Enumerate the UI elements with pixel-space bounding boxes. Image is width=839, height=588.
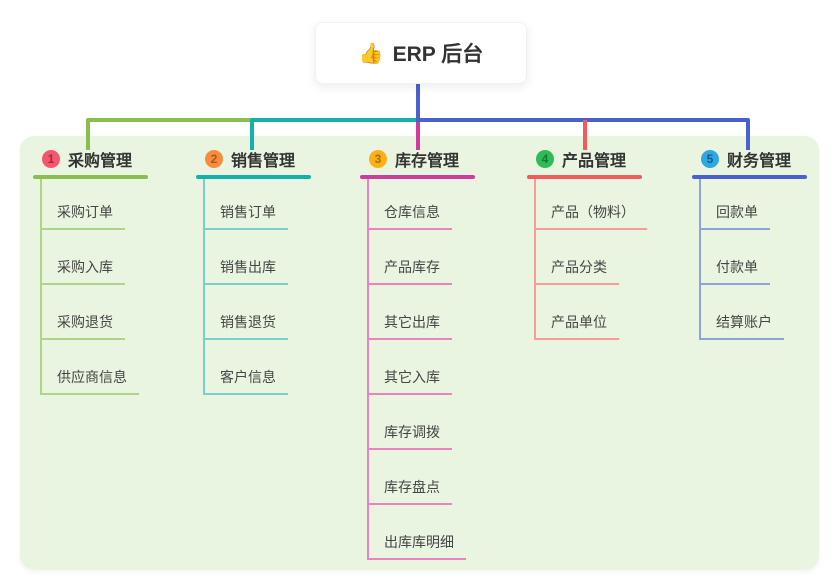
child-node[interactable]: 产品（物料） <box>534 202 647 230</box>
child-node[interactable]: 销售订单 <box>203 202 288 230</box>
branch-title: 财务管理 <box>727 153 792 170</box>
root-title: ERP 后台 <box>392 43 484 66</box>
branch-title: 产品管理 <box>562 153 627 170</box>
number-badge-icon: 4 <box>536 150 554 168</box>
child-node[interactable]: 库存调拨 <box>367 422 452 450</box>
branch-title: 销售管理 <box>231 153 296 170</box>
thumbs-up-icon: 👍 <box>358 42 384 65</box>
branch-underline <box>692 175 807 179</box>
branch-title: 采购管理 <box>68 153 133 170</box>
child-node[interactable]: 采购入库 <box>40 257 125 285</box>
branch-underline <box>527 175 642 179</box>
branch-node-3[interactable]: 3 库存管理 <box>369 148 459 170</box>
child-node[interactable]: 出库库明细 <box>367 532 466 560</box>
branch-node-1[interactable]: 1 采购管理 <box>42 148 132 170</box>
child-node[interactable]: 其它出库 <box>367 312 452 340</box>
branch-node-4[interactable]: 4 产品管理 <box>536 148 626 170</box>
number-badge-icon: 3 <box>369 150 387 168</box>
number-badge-icon: 2 <box>205 150 223 168</box>
child-node[interactable]: 产品分类 <box>534 257 619 285</box>
branch-child-line <box>699 179 701 340</box>
child-node[interactable]: 采购订单 <box>40 202 125 230</box>
number-badge-icon: 5 <box>701 150 719 168</box>
child-node[interactable]: 回款单 <box>699 202 770 230</box>
child-node[interactable]: 其它入库 <box>367 367 452 395</box>
child-node[interactable]: 采购退货 <box>40 312 125 340</box>
branch-underline <box>33 175 148 179</box>
child-node[interactable]: 客户信息 <box>203 367 288 395</box>
child-node[interactable]: 供应商信息 <box>40 367 139 395</box>
child-node[interactable]: 产品单位 <box>534 312 619 340</box>
child-node[interactable]: 销售出库 <box>203 257 288 285</box>
branch-node-5[interactable]: 5 财务管理 <box>701 148 791 170</box>
child-node[interactable]: 销售退货 <box>203 312 288 340</box>
child-node[interactable]: 结算账户 <box>699 312 784 340</box>
number-badge-icon: 1 <box>42 150 60 168</box>
child-node[interactable]: 付款单 <box>699 257 770 285</box>
mindmap-panel <box>20 136 819 570</box>
child-node[interactable]: 产品库存 <box>367 257 452 285</box>
branch-child-line <box>40 179 42 395</box>
branch-child-line <box>203 179 205 395</box>
branch-child-line <box>534 179 536 340</box>
branch-underline <box>196 175 311 179</box>
child-node[interactable]: 仓库信息 <box>367 202 452 230</box>
child-node[interactable]: 库存盘点 <box>367 477 452 505</box>
branch-title: 库存管理 <box>395 153 460 170</box>
branch-node-2[interactable]: 2 销售管理 <box>205 148 295 170</box>
branch-underline <box>360 175 475 179</box>
branch-child-line <box>367 179 369 560</box>
root-node[interactable]: 👍 ERP 后台 <box>315 22 527 84</box>
